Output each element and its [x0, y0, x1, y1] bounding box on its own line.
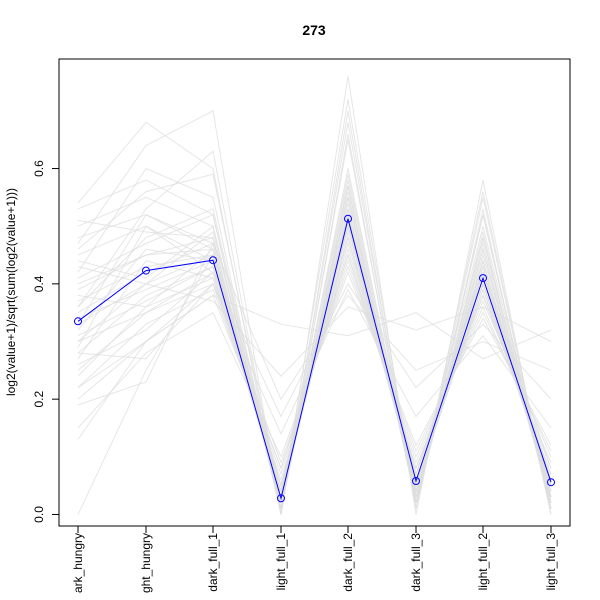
background-series-line: [77, 122, 552, 509]
y-tick-label: 0.2: [32, 390, 46, 407]
highlight-point: [547, 478, 555, 487]
y-tick-label: 0.4: [32, 275, 46, 292]
background-series-line: [77, 133, 552, 515]
background-series-line: [77, 224, 552, 515]
highlight-series-line: [77, 218, 552, 501]
highlight-point: [344, 214, 352, 223]
x-tick-label: light_full_2: [476, 533, 490, 591]
highlight-point: [74, 317, 82, 326]
background-series-line: [77, 197, 552, 504]
x-tick-label: ark_hungry: [71, 533, 85, 593]
background-series-line: [77, 168, 552, 504]
x-tick-label: light_full_1: [274, 533, 288, 591]
x-tick-label: dark_full_1: [206, 533, 220, 592]
background-series-line: [77, 265, 552, 465]
y-tick-label: 0.6: [32, 160, 46, 177]
background-series-line: [77, 76, 552, 515]
x-tick-label: light_full_3: [544, 533, 558, 591]
background-series-line: [77, 282, 552, 435]
background-series-line: [77, 174, 552, 504]
x-tick-label: dark_full_3: [409, 533, 423, 592]
highlight-series-group: [74, 214, 555, 503]
y-tick-label: 0.0: [32, 506, 46, 523]
x-tick-label: dark_full_2: [341, 533, 355, 592]
highlight-point: [209, 256, 217, 265]
x-axis: ark_hungry ght_hungry dark_full_1 light_ful…: [71, 525, 558, 593]
highlight-point: [142, 266, 150, 275]
y-axis: 0.0 0.2 0.4 0.6: [32, 160, 60, 523]
background-series-line: [77, 99, 552, 509]
background-series-group: [77, 76, 552, 515]
x-tick-label: ght_hungry: [139, 533, 153, 593]
highlight-point: [277, 494, 285, 503]
chart-title: 273: [302, 22, 326, 38]
highlight-point: [479, 274, 487, 283]
background-series-line: [77, 294, 552, 389]
y-axis-label: log2(value+1)/sqrt(sum(log2(value+1))): [4, 188, 18, 396]
background-series-line: [77, 185, 552, 509]
highlight-point: [412, 477, 420, 485]
background-series-line: [77, 208, 552, 498]
